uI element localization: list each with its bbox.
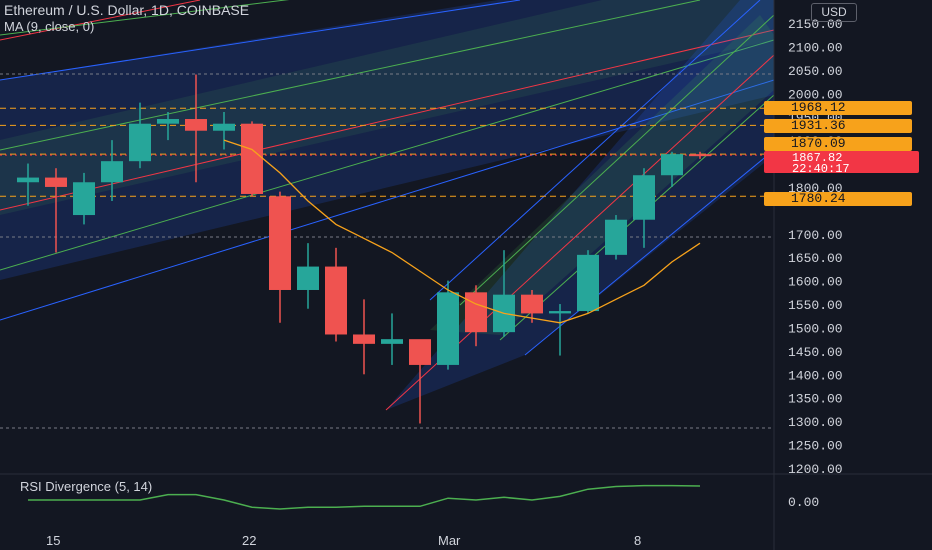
candle-body [521, 294, 543, 314]
price-grid [0, 73, 774, 429]
y-tick-label: 1400.00 [788, 368, 843, 383]
level-tag: 1870.09 [764, 137, 912, 151]
x-axis-ticks: 15 22 Mar 8 [46, 533, 641, 548]
ma-legend[interactable]: MA (9, close, 0) [4, 19, 95, 34]
y-tick-label: 2000.00 [788, 87, 843, 102]
channel-line [0, 29, 775, 211]
candle-body [689, 154, 711, 157]
candle-body [353, 334, 375, 344]
y-tick-label: 1350.00 [788, 392, 843, 407]
candle-body [297, 266, 319, 290]
y-tick-label: 1450.00 [788, 345, 843, 360]
candle-body [101, 161, 123, 183]
channel-line [0, 0, 290, 36]
candle-body [325, 266, 347, 335]
current-price-value: 1867.82 [792, 151, 843, 165]
channel-line [0, 0, 701, 151]
y-tick-label: 1700.00 [788, 228, 843, 243]
level-tag: 1780.24 [764, 192, 912, 206]
candle-body [213, 123, 235, 131]
rsi-line [28, 484, 701, 510]
ma-line [223, 139, 701, 324]
candle-body [45, 177, 67, 187]
channel-fill [0, 0, 774, 215]
candle-body [381, 339, 403, 344]
candle-body [633, 175, 655, 220]
countdown-value: 22:40:17 [792, 162, 850, 176]
y-tick-label: 2100.00 [788, 40, 843, 55]
candle-body [409, 339, 431, 365]
x-tick-label: 22 [242, 533, 256, 548]
y-tick-label: 1250.00 [788, 439, 843, 454]
y-axis-ticks: 2150.002100.002050.002000.001950.001900.… [788, 17, 843, 477]
x-tick-label: 15 [46, 533, 60, 548]
currency-button[interactable]: USD [811, 3, 857, 22]
y-tick-label: 1550.00 [788, 298, 843, 313]
y-tick-label: 1200.00 [788, 462, 843, 477]
candle-body [549, 311, 571, 314]
y-tick-label: 1600.00 [788, 275, 843, 290]
rsi-zero-label: 0.00 [788, 495, 819, 510]
y-tick-label: 1650.00 [788, 251, 843, 266]
candle-body [437, 292, 459, 365]
channel-fill [0, 0, 774, 280]
candle-body [17, 177, 39, 183]
channel-line [0, 79, 775, 321]
channel-line [0, 0, 521, 81]
candle-body [241, 123, 263, 194]
candle-body [129, 123, 151, 162]
candle-body [157, 119, 179, 124]
chart-title: Ethereum / U.S. Dollar, 1D, COINBASE [4, 2, 250, 18]
candle-body [577, 254, 599, 312]
y-tick-label: 1500.00 [788, 321, 843, 336]
channel-line [459, 14, 775, 306]
rsi-legend[interactable]: RSI Divergence (5, 14) [20, 479, 153, 494]
parallel-channels [0, 0, 775, 411]
candle-body [465, 292, 487, 333]
candle-body [185, 119, 207, 131]
level-tag: 1931.36 [764, 119, 912, 133]
x-tick-label: 8 [634, 533, 641, 548]
channel-line [429, 0, 761, 301]
channel-line [0, 0, 201, 41]
y-tick-label: 2150.00 [788, 17, 843, 32]
x-tick-label: Mar [438, 533, 461, 548]
y-tick-label: 1300.00 [788, 415, 843, 430]
candle-body [605, 219, 627, 255]
candle-body [73, 182, 95, 216]
candle-body [661, 154, 683, 176]
y-tick-label: 2050.00 [788, 64, 843, 79]
level-tag: 1968.12 [764, 101, 912, 115]
candlesticks [17, 74, 711, 424]
candle-body [269, 196, 291, 290]
current-price-tag: 1867.82 22:40:17 [764, 151, 919, 176]
